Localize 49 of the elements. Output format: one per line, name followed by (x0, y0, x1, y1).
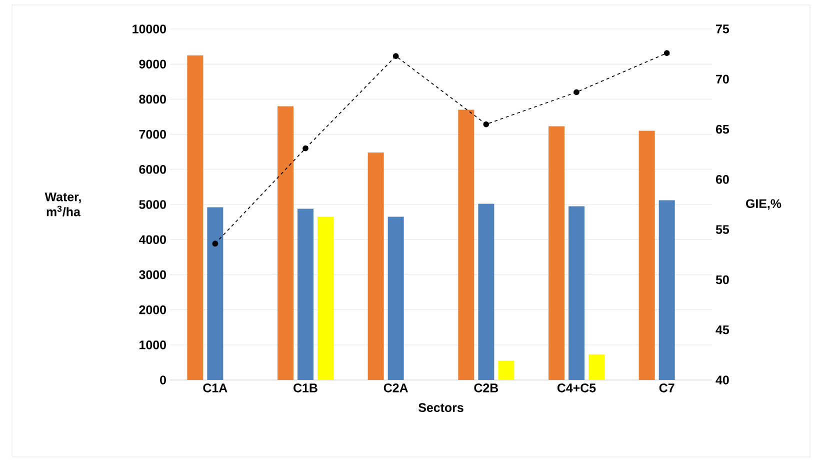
y-tick-label: 6000 (139, 164, 166, 174)
bar (388, 216, 404, 380)
point (212, 240, 218, 247)
x-axis-title: Sectors (418, 403, 464, 412)
y-axis-title: Water, m$^{3}$/ha (44, 192, 81, 216)
bar (498, 360, 514, 380)
y2-tick-label: 70 (716, 74, 729, 84)
y-tick-label: 5000 (139, 200, 166, 209)
point (574, 89, 580, 96)
bar (548, 126, 564, 380)
y-tick-label: 1000 (140, 340, 166, 350)
bar (368, 152, 384, 380)
x-tick-label: C4+C5 (557, 384, 596, 392)
y-tick-label: 7000 (139, 130, 166, 139)
x-tick-label: C2B (474, 384, 498, 392)
x-tick-label: C1A (203, 384, 228, 392)
y2-tick-label: 65 (716, 124, 730, 134)
x-tick-label: C2A (384, 384, 408, 392)
point (302, 145, 308, 152)
bar (478, 204, 494, 380)
point (483, 121, 490, 128)
y-tick-label: 2000 (139, 305, 166, 314)
y2-tick-label: 60 (716, 175, 729, 184)
x-tick-label: C1B (294, 384, 318, 392)
y2-axis-title: GIE,% (746, 199, 782, 210)
y2-tick-label: 40 (716, 376, 729, 384)
bar (458, 110, 474, 380)
y2-tick-label: 55 (716, 225, 730, 234)
bar (187, 55, 204, 380)
y-tick-label: 8000 (139, 94, 166, 104)
x-tick-label: C7 (659, 384, 674, 392)
y-tick-label: 0 (160, 376, 166, 384)
y-tick-label: 10000 (132, 24, 166, 34)
y-tick-label: 3000 (139, 270, 166, 280)
y2-tick-label: 45 (716, 326, 730, 334)
y2-tick-label: 50 (716, 275, 729, 284)
y-tick-label: 9000 (139, 60, 166, 69)
bar (278, 106, 294, 380)
bar (588, 354, 604, 380)
bar (207, 207, 224, 380)
bar (658, 200, 675, 380)
y2-tick-label: 75 (716, 24, 730, 34)
bar (298, 208, 314, 380)
point (392, 53, 399, 60)
bar (638, 130, 655, 380)
bar (318, 216, 334, 380)
y-tick-label: 4000 (138, 235, 166, 244)
bar (568, 206, 584, 380)
point (664, 50, 670, 56)
